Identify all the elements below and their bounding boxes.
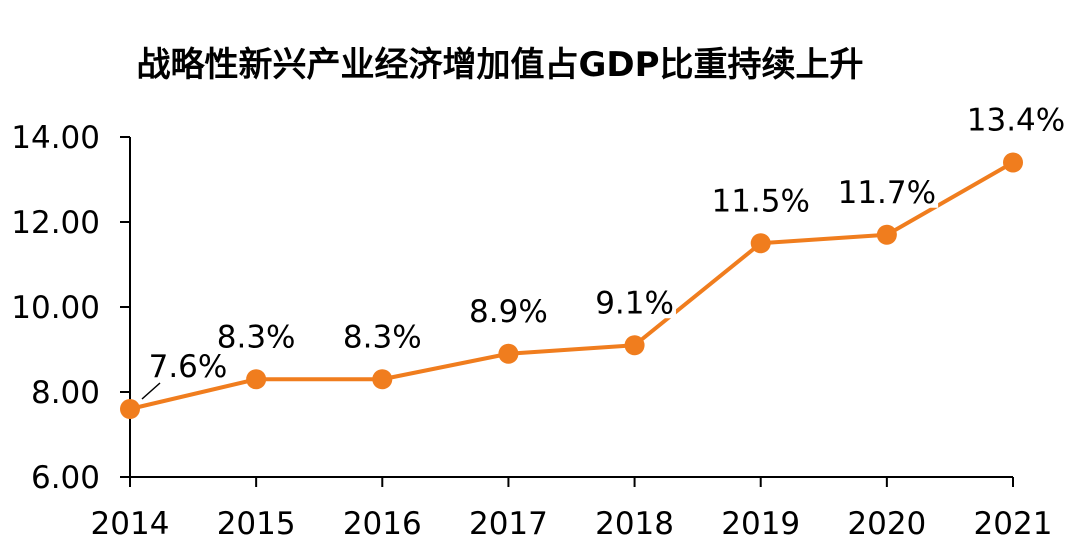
data-label-background: [964, 105, 1068, 136]
data-label: 11.5%: [711, 183, 809, 219]
data-label-background: [146, 352, 230, 382]
series-points: [120, 152, 1023, 419]
data-point: [1003, 152, 1023, 173]
data-label: 8.3%: [343, 319, 422, 355]
chart-title: 战略性新兴产业经济增加值占GDP比重持续上升: [136, 45, 863, 85]
data-label-background: [835, 177, 939, 208]
data-point: [498, 343, 519, 364]
x-tick-label: 2015: [217, 506, 296, 542]
data-label-background: [340, 322, 424, 353]
data-label: 13.4%: [967, 103, 1065, 139]
x-axis-ticks: 2014 2015 2016 2017 2018 2019 2020 2021: [91, 477, 1053, 542]
x-tick-label: 2018: [595, 506, 674, 542]
data-label: 7.6%: [149, 349, 228, 385]
x-tick-label: 2020: [847, 506, 926, 542]
leader-line: [141, 382, 161, 400]
data-label: 11.7%: [838, 175, 936, 211]
data-label-background: [214, 322, 298, 353]
label-leader-lines: [141, 382, 161, 400]
y-tick-label: 10.00: [11, 290, 100, 326]
series-line: [129, 160, 1014, 411]
x-tick-label: 2016: [343, 506, 422, 542]
y-tick-label: 8.00: [31, 375, 100, 411]
data-point: [750, 233, 771, 254]
series-line-path: [129, 160, 1014, 411]
data-label-background: [709, 186, 812, 217]
data-point: [624, 335, 645, 356]
data-point: [120, 399, 140, 419]
y-axis-ticks: 6.00 8.00 10.00 12.00 14.00: [11, 120, 130, 496]
data-label: 8.3%: [217, 319, 296, 355]
y-tick-label: 12.00: [11, 205, 100, 241]
y-tick-label: 14.00: [11, 120, 100, 156]
data-point: [372, 369, 393, 390]
data-label: 9.1%: [595, 285, 674, 321]
x-tick-label: 2017: [469, 506, 548, 542]
data-label-background: [593, 288, 676, 319]
data-label-background: [467, 296, 550, 327]
data-point: [876, 224, 897, 245]
data-point: [246, 369, 267, 390]
data-labels: 7.6%8.3% 8.3%8.9% 9.1%11.5% 11.7%13.4%: [146, 103, 1068, 385]
x-tick-label: 2021: [974, 506, 1053, 542]
x-tick-label: 2019: [721, 506, 800, 542]
data-label: 8.9%: [469, 294, 548, 330]
x-tick-label: 2014: [91, 506, 170, 542]
y-tick-label: 6.00: [31, 460, 100, 496]
